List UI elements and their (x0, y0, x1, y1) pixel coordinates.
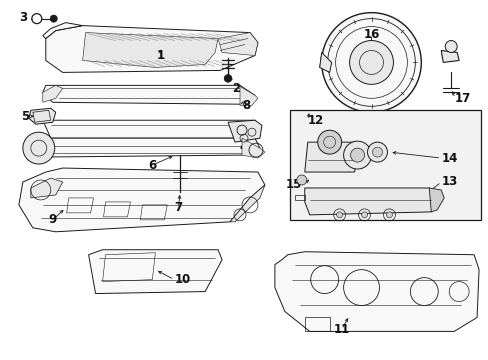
Polygon shape (304, 142, 357, 172)
Text: 17: 17 (454, 92, 470, 105)
Polygon shape (31, 178, 62, 198)
Polygon shape (42, 120, 260, 138)
Polygon shape (428, 188, 443, 212)
Circle shape (349, 41, 393, 84)
Circle shape (321, 13, 421, 112)
Text: 1: 1 (156, 49, 164, 62)
Polygon shape (440, 50, 458, 62)
Text: 3: 3 (19, 11, 27, 24)
Text: 15: 15 (285, 179, 301, 192)
Circle shape (336, 212, 342, 218)
Polygon shape (227, 120, 262, 142)
Text: 6: 6 (148, 158, 156, 172)
Polygon shape (42, 85, 62, 102)
Circle shape (224, 75, 231, 82)
Polygon shape (319, 53, 331, 72)
Bar (289, 110, 480, 220)
Circle shape (361, 212, 367, 218)
Text: 9: 9 (48, 213, 57, 226)
Text: 8: 8 (242, 99, 250, 112)
Circle shape (367, 142, 386, 162)
Text: 12: 12 (307, 114, 324, 127)
Polygon shape (82, 32, 218, 67)
Circle shape (386, 212, 392, 218)
Circle shape (350, 148, 364, 162)
Polygon shape (46, 26, 258, 72)
Text: 4: 4 (240, 141, 247, 154)
Text: 10: 10 (174, 273, 190, 286)
Polygon shape (242, 138, 264, 158)
Polygon shape (29, 108, 56, 124)
Circle shape (296, 175, 306, 185)
Text: 5: 5 (20, 110, 29, 123)
Text: 16: 16 (363, 28, 379, 41)
Polygon shape (218, 32, 258, 55)
Polygon shape (42, 85, 254, 104)
Text: 11: 11 (333, 323, 349, 336)
Polygon shape (33, 138, 260, 157)
Polygon shape (19, 168, 264, 232)
Polygon shape (88, 250, 222, 293)
Text: 7: 7 (174, 201, 182, 215)
Polygon shape (42, 23, 82, 39)
Text: 2: 2 (232, 82, 240, 95)
Circle shape (50, 15, 57, 22)
Text: 13: 13 (440, 175, 457, 189)
Polygon shape (229, 185, 264, 222)
Circle shape (317, 130, 341, 154)
Polygon shape (274, 252, 478, 332)
Circle shape (23, 132, 55, 164)
Polygon shape (304, 188, 433, 215)
Text: 14: 14 (440, 152, 457, 165)
Circle shape (372, 147, 382, 157)
Circle shape (444, 41, 456, 53)
Circle shape (343, 141, 371, 169)
Polygon shape (240, 86, 258, 105)
